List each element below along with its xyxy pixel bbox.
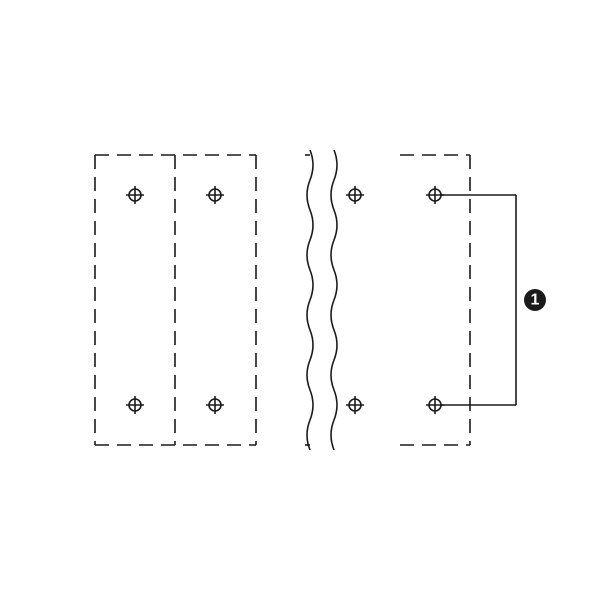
callout-leader [435, 195, 516, 405]
pin-markers [126, 186, 444, 414]
callout-badge: 1 [524, 289, 546, 311]
break-lines [307, 150, 337, 450]
callout-number: 1 [531, 292, 540, 309]
module-outline [95, 155, 470, 445]
